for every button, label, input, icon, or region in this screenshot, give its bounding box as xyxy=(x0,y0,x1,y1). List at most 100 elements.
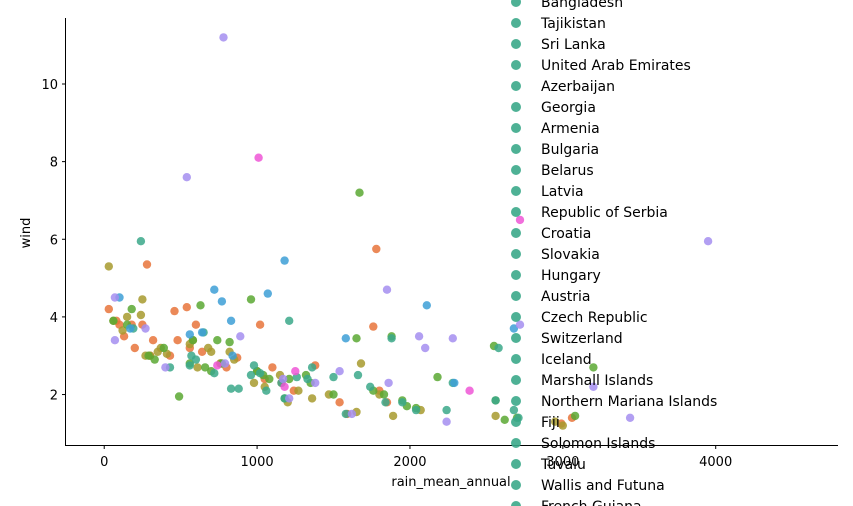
data-point xyxy=(491,396,500,405)
data-point xyxy=(515,215,525,225)
data-point xyxy=(185,361,194,370)
data-point xyxy=(352,334,361,343)
data-point xyxy=(118,326,127,335)
y-tick-label: 4 xyxy=(50,311,58,326)
data-point xyxy=(294,386,303,395)
data-point xyxy=(144,351,153,360)
data-point xyxy=(193,363,202,372)
data-point xyxy=(341,334,350,343)
data-point xyxy=(372,244,381,254)
data-point xyxy=(191,355,201,364)
y-tick-label: 8 xyxy=(50,156,58,171)
legend-marker xyxy=(511,18,521,28)
legend-marker xyxy=(511,39,521,49)
data-point xyxy=(347,409,357,419)
y-tick-label: 2 xyxy=(50,389,58,404)
data-point xyxy=(104,304,114,314)
data-point xyxy=(148,336,158,345)
legend-label: Tajikistan xyxy=(540,16,606,32)
data-point xyxy=(558,421,567,430)
legend-label: United Arab Emirates xyxy=(541,58,691,74)
data-point xyxy=(255,320,265,329)
data-point xyxy=(246,370,256,380)
legend-marker xyxy=(511,186,521,196)
data-point xyxy=(249,378,259,388)
data-point xyxy=(285,394,294,403)
data-point xyxy=(280,382,289,391)
legend-label: Republic of Serbia xyxy=(541,205,668,221)
data-point xyxy=(173,336,182,345)
data-point xyxy=(138,295,147,304)
data-point xyxy=(136,310,146,320)
legend-label: Georgia xyxy=(541,100,596,116)
legend-marker xyxy=(511,249,521,259)
legend-marker xyxy=(511,270,521,280)
legend-marker xyxy=(511,312,521,322)
data-point xyxy=(225,337,234,347)
data-point xyxy=(500,415,509,424)
data-point xyxy=(341,409,350,419)
data-point xyxy=(236,332,245,341)
legend-marker xyxy=(511,60,521,70)
data-point xyxy=(442,405,451,415)
legend-marker xyxy=(511,375,521,385)
data-point xyxy=(382,285,392,294)
legend-label: Wallis and Futuna xyxy=(541,478,665,494)
data-point xyxy=(465,386,474,395)
legend-label: Bangladesh xyxy=(541,0,623,11)
data-point xyxy=(185,330,194,339)
x-tick-label: 1000 xyxy=(241,455,274,470)
data-point xyxy=(570,411,580,421)
data-point xyxy=(268,363,277,372)
legend-marker xyxy=(511,438,521,448)
legend-label: Solomon Islands xyxy=(541,436,655,452)
data-point xyxy=(291,367,300,376)
data-point xyxy=(442,417,451,426)
data-point xyxy=(122,312,132,322)
data-point xyxy=(150,355,159,364)
data-point xyxy=(246,295,256,304)
data-point xyxy=(174,392,184,401)
data-point xyxy=(127,304,136,314)
legend-marker xyxy=(511,354,521,364)
data-point xyxy=(703,237,713,246)
x-axis-label: rain_mean_annual xyxy=(391,475,510,490)
data-point xyxy=(200,363,210,372)
data-point xyxy=(280,256,289,265)
data-point xyxy=(379,390,389,399)
data-point xyxy=(625,413,635,422)
legend-label: Fiji xyxy=(541,415,560,431)
x-tick-label: 0 xyxy=(100,455,108,470)
x-tick-label: 4000 xyxy=(699,455,732,470)
data-point xyxy=(369,322,378,331)
data-point xyxy=(311,378,320,388)
legend-marker xyxy=(511,81,521,91)
data-point xyxy=(126,324,135,333)
data-point xyxy=(589,363,598,372)
legend-marker xyxy=(511,333,521,343)
legend-label: Croatia xyxy=(541,226,591,242)
legend-label: French Guiana xyxy=(541,499,642,506)
data-point xyxy=(159,343,168,353)
data-point xyxy=(197,328,207,337)
data-point xyxy=(381,398,390,407)
data-point xyxy=(110,293,120,302)
y-tick-label: 6 xyxy=(50,233,58,248)
legend-label: Tuvalu xyxy=(540,457,586,473)
data-point xyxy=(219,33,228,42)
x-tick-label: 2000 xyxy=(393,455,426,470)
legend-marker xyxy=(511,417,521,427)
data-point xyxy=(262,386,271,395)
data-point xyxy=(182,173,191,182)
data-point xyxy=(226,316,236,325)
data-point xyxy=(255,369,265,378)
data-point xyxy=(421,343,430,353)
legend-label: Northern Mariana Islands xyxy=(541,394,717,410)
legend-marker xyxy=(511,459,521,469)
data-point xyxy=(411,405,421,415)
data-point xyxy=(210,285,219,294)
data-point xyxy=(213,336,222,345)
data-point xyxy=(387,334,396,343)
legend-marker xyxy=(511,123,521,133)
